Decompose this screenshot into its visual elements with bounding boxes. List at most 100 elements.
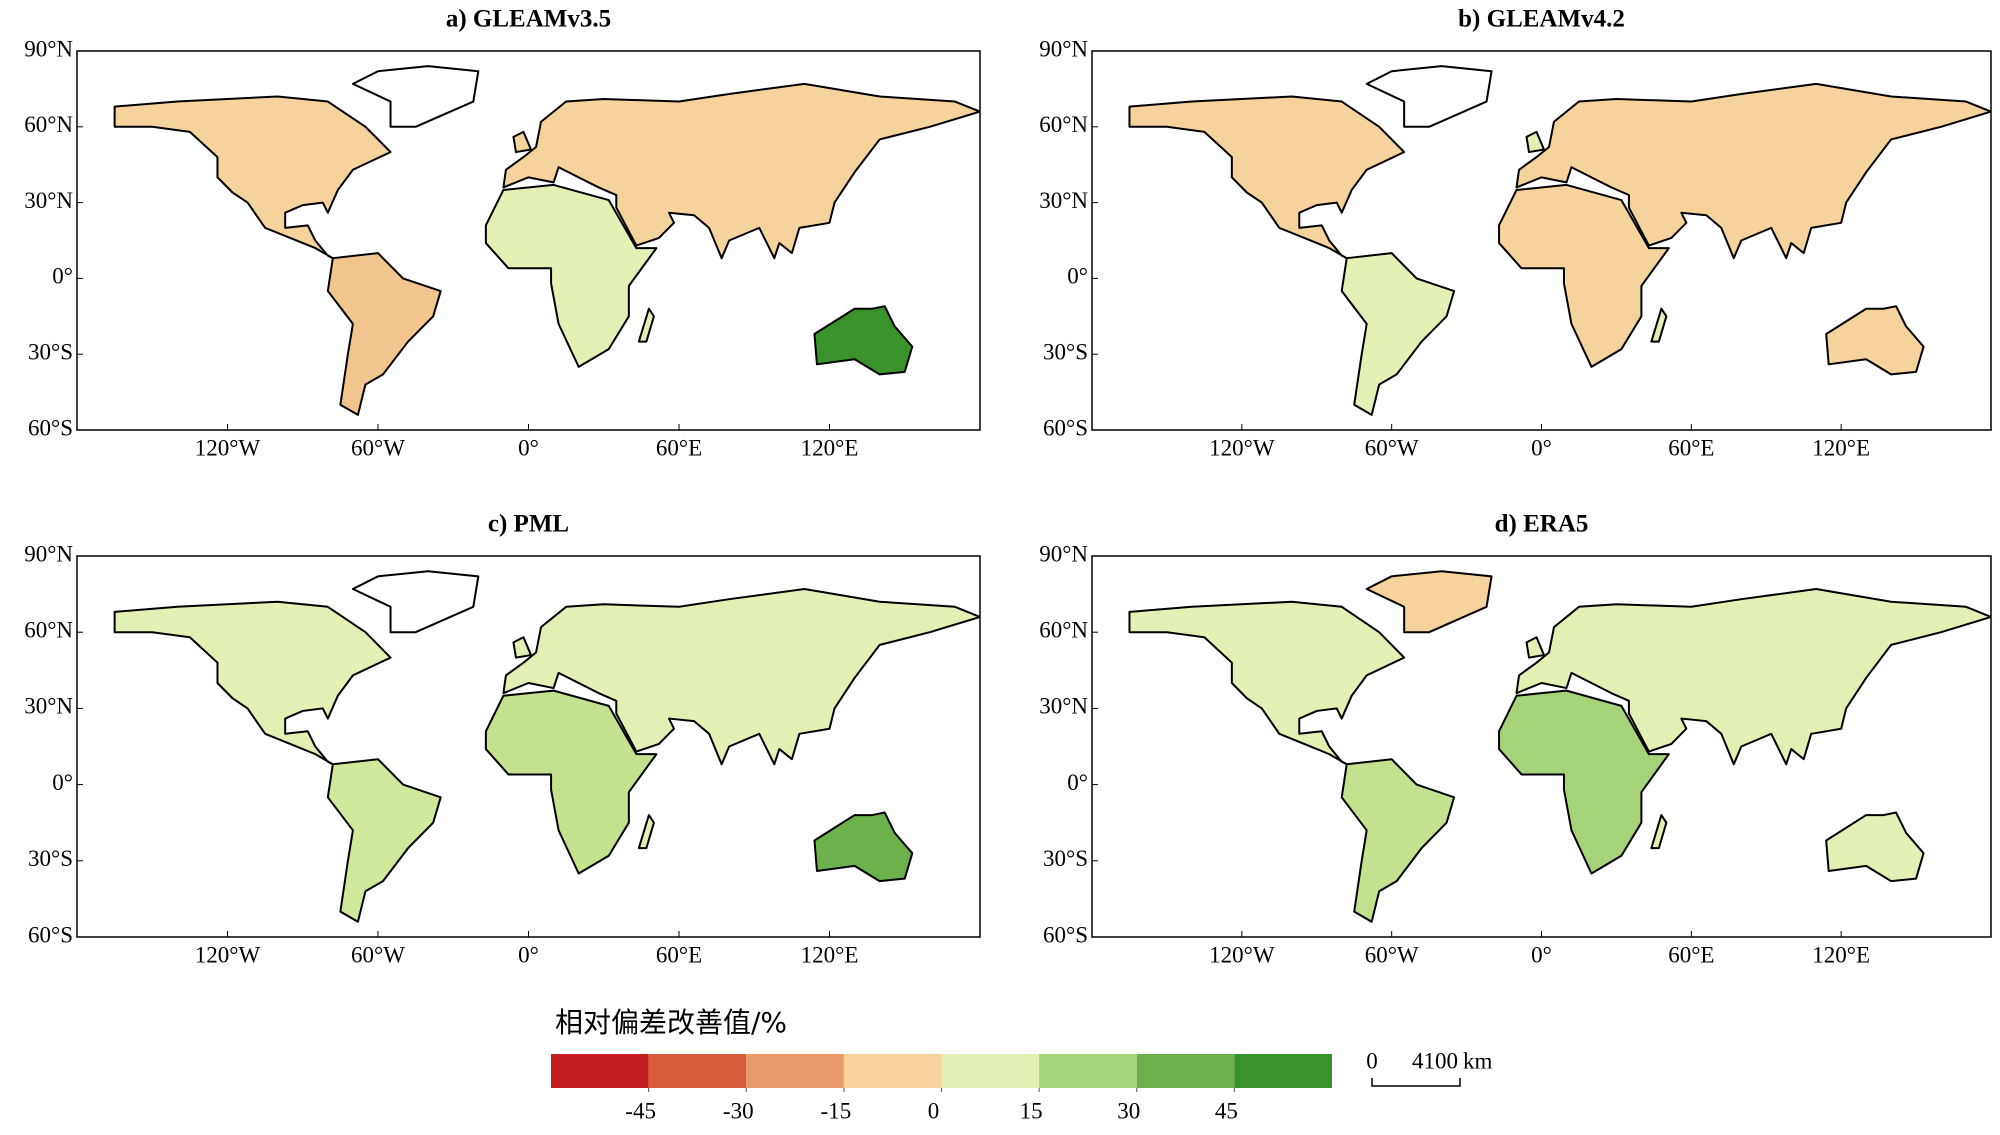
lat-tick-label: 30°N	[1039, 188, 1088, 213]
land-area	[813, 811, 914, 883]
map-panel: d) ERA5 90°N 60°N 30°N 0° 30°S 60°S 120°W 60°W 0°…	[1039, 511, 1992, 967]
land-area	[1498, 183, 1670, 368]
scale-start: 0	[1366, 1048, 1378, 1073]
colorbar-title: 相对偏差改善值/%	[555, 1006, 787, 1039]
lat-tick-label: 30°N	[1039, 694, 1088, 719]
lon-tick-label: 120°W	[1209, 942, 1275, 967]
lat-tick-label: 0°	[1067, 264, 1088, 289]
land-area	[1340, 252, 1456, 416]
land-area	[1825, 305, 1925, 376]
colorbar-swatch	[551, 1054, 649, 1088]
panel-title: a) GLEAMv3.5	[446, 6, 611, 33]
lon-tick-label: 60°W	[1365, 435, 1419, 460]
lat-tick-label: 30°S	[1043, 339, 1088, 364]
colorbar: -45 -30 -15 0 15 30 45	[551, 1054, 1332, 1123]
colorbar-swatch	[1039, 1054, 1137, 1088]
lon-tick-label: 120°E	[1812, 435, 1870, 460]
lon-tick-label: 60°W	[351, 435, 405, 460]
panel-title: b) GLEAMv4.2	[1458, 6, 1625, 33]
lat-tick-label: 0°	[1067, 770, 1088, 795]
land-area	[637, 814, 655, 850]
lat-tick-label: 60°N	[1039, 112, 1088, 137]
land-area	[1825, 811, 1925, 883]
land-area	[1515, 82, 1991, 260]
land-area	[1365, 570, 1493, 634]
lon-tick-label: 0°	[1531, 435, 1552, 460]
lat-tick-label: 0°	[52, 770, 73, 795]
lat-tick-label: 60°S	[28, 415, 73, 440]
land	[113, 65, 980, 416]
land-area	[1650, 307, 1668, 343]
lat-tick-label: 30°S	[28, 846, 73, 871]
land-area	[1128, 95, 1406, 260]
lat-tick-label: 60°S	[1043, 415, 1088, 440]
land-area	[637, 307, 655, 343]
land-area	[1525, 130, 1545, 154]
land	[1128, 65, 1991, 416]
lat-tick-label: 90°N	[24, 36, 73, 61]
lon-tick-label: 60°W	[351, 942, 405, 967]
map-panel: b) GLEAMv4.2 90°N 60°N 30°N 0° 30°S 60°S 120°W 6…	[1039, 6, 1992, 460]
lon-tick-label: 0°	[1531, 942, 1552, 967]
land-area	[326, 252, 442, 416]
map-panel: a) GLEAMv3.5 90°N 60°N 30°N 0° 30°S 60°S 120°W 6…	[24, 6, 981, 460]
land-area	[1498, 689, 1670, 875]
lon-tick-label: 60°E	[656, 435, 702, 460]
colorbar-swatch	[1234, 1054, 1332, 1088]
panel-title: d) ERA5	[1495, 511, 1589, 538]
panel-title: c) PML	[488, 511, 569, 538]
land-area	[113, 600, 392, 766]
land-area	[484, 183, 658, 368]
lat-tick-label: 60°N	[24, 617, 73, 642]
land-area	[1650, 814, 1668, 850]
colorbar-tick-label: -45	[625, 1098, 656, 1123]
scale-unit: km	[1463, 1048, 1493, 1073]
map-panel: c) PML 90°N 60°N 30°N 0° 30°S 60°S 120°W 60°W 0° 6…	[24, 511, 981, 967]
lon-tick-label: 120°W	[195, 942, 261, 967]
lon-tick-label: 0°	[518, 435, 539, 460]
scale-length: 4100	[1412, 1048, 1458, 1073]
colorbar-tick-label: 15	[1020, 1098, 1043, 1123]
lat-tick-label: 30°S	[28, 339, 73, 364]
land-area	[1365, 65, 1493, 128]
land-area	[326, 758, 442, 923]
land-area	[512, 130, 533, 154]
colorbar-swatch	[1136, 1054, 1235, 1088]
lat-tick-label: 90°N	[24, 541, 73, 566]
colorbar-tick-label: -30	[723, 1098, 754, 1123]
scale-bar: 0 4100 km	[1366, 1048, 1493, 1087]
lat-tick-label: 60°N	[24, 112, 73, 137]
lon-tick-label: 120°W	[1209, 435, 1275, 460]
lon-tick-label: 60°E	[1668, 942, 1714, 967]
land-area	[113, 95, 392, 260]
land-area	[502, 588, 980, 766]
lon-tick-label: 120°E	[801, 942, 859, 967]
land-area	[813, 305, 914, 376]
land-area	[484, 689, 658, 875]
colorbar-tick-label: 45	[1215, 1098, 1238, 1123]
lat-tick-label: 90°N	[1039, 36, 1088, 61]
lat-tick-label: 60°S	[28, 922, 73, 947]
land-area	[351, 65, 480, 128]
lon-tick-label: 120°E	[1812, 942, 1870, 967]
colorbar-swatch	[746, 1054, 844, 1088]
land-area	[512, 636, 533, 659]
lon-tick-label: 0°	[518, 942, 539, 967]
colorbar-swatch	[941, 1054, 1040, 1088]
colorbar-swatch	[843, 1054, 942, 1088]
lon-tick-label: 120°E	[801, 435, 859, 460]
colorbar-tick-label: 30	[1117, 1098, 1140, 1123]
lat-tick-label: 30°N	[24, 694, 73, 719]
land-area	[1515, 588, 1991, 766]
lat-tick-label: 0°	[52, 264, 73, 289]
land-area	[502, 82, 980, 260]
colorbar-tick-label: 0	[928, 1098, 940, 1123]
lat-tick-label: 90°N	[1039, 541, 1088, 566]
land-area	[351, 570, 480, 634]
scale-line	[1371, 1078, 1461, 1087]
lat-tick-label: 60°S	[1043, 922, 1088, 947]
lon-tick-label: 60°W	[1365, 942, 1419, 967]
lat-tick-label: 30°S	[1043, 846, 1088, 871]
lat-tick-label: 60°N	[1039, 617, 1088, 642]
